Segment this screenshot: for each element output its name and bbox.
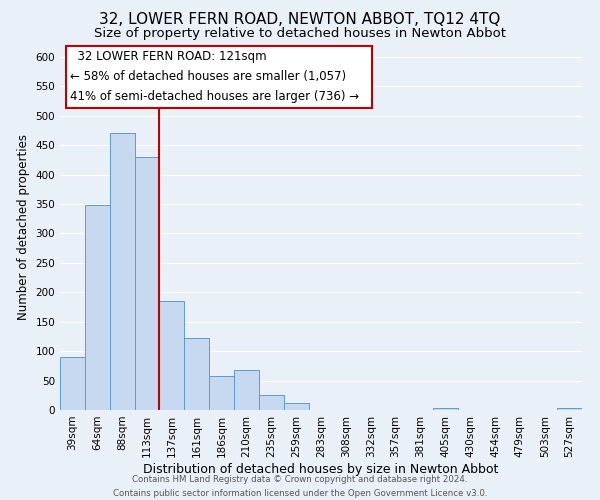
Bar	[209, 376, 234, 410]
Text: Size of property relative to detached houses in Newton Abbot: Size of property relative to detached ho…	[94, 28, 506, 40]
Text: 32, LOWER FERN ROAD, NEWTON ABBOT, TQ12 4TQ: 32, LOWER FERN ROAD, NEWTON ABBOT, TQ12 …	[100, 12, 500, 28]
X-axis label: Distribution of detached houses by size in Newton Abbot: Distribution of detached houses by size …	[143, 462, 499, 475]
Bar	[557, 408, 582, 410]
Bar	[259, 396, 284, 410]
Y-axis label: Number of detached properties: Number of detached properties	[17, 134, 30, 320]
Bar	[85, 205, 110, 410]
Text: Contains HM Land Registry data © Crown copyright and database right 2024.
Contai: Contains HM Land Registry data © Crown c…	[113, 476, 487, 498]
Text: 32 LOWER FERN ROAD: 121sqm
← 58% of detached houses are smaller (1,057)
41% of s: 32 LOWER FERN ROAD: 121sqm ← 58% of deta…	[70, 50, 367, 104]
Bar	[433, 408, 458, 410]
Bar	[160, 301, 184, 410]
Bar	[284, 403, 308, 410]
Bar	[184, 338, 209, 410]
Bar	[234, 370, 259, 410]
Bar	[60, 357, 85, 410]
Bar	[110, 134, 134, 410]
Bar	[134, 157, 160, 410]
